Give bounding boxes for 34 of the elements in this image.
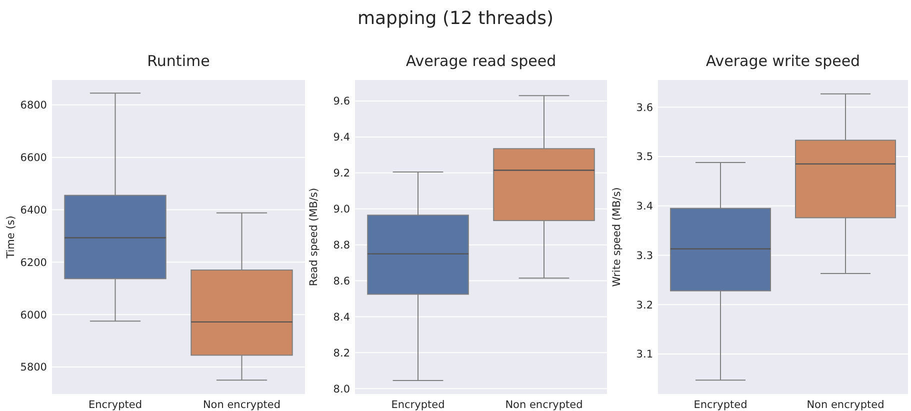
y-tick-label: 8.6 bbox=[333, 275, 350, 288]
y-tick-label: 6400 bbox=[20, 204, 47, 216]
y-tick-label: 3.2 bbox=[636, 299, 653, 312]
y-tick-label: 8.4 bbox=[333, 311, 350, 324]
x-tick-label: Non encrypted bbox=[505, 399, 583, 411]
y-tick-label: 3.3 bbox=[636, 250, 653, 262]
x-tick-label: Encrypted bbox=[694, 399, 748, 411]
y-tick-label: 9.6 bbox=[333, 96, 350, 108]
chart-title: Average read speed bbox=[406, 52, 556, 70]
text: mapping (12 threads) bbox=[357, 8, 554, 29]
y-tick-label: 8.2 bbox=[333, 347, 350, 360]
y-tick-label: 9.0 bbox=[333, 204, 350, 216]
x-tick-label: Encrypted bbox=[88, 399, 142, 411]
y-axis-title: Write speed (MB/s) bbox=[611, 187, 623, 287]
y-tick-label: 8.8 bbox=[333, 239, 350, 252]
y-tick-label: 3.4 bbox=[636, 200, 654, 213]
y-tick-label: 9.2 bbox=[333, 168, 350, 180]
x-tick-label: Non encrypted bbox=[202, 399, 281, 411]
y-tick-label: 3.1 bbox=[636, 348, 653, 361]
y-tick-label: 6800 bbox=[20, 100, 47, 112]
y-tick-label: 9.4 bbox=[333, 132, 350, 144]
y-axis-title: Time (s) bbox=[5, 216, 17, 260]
y-tick-label: 3.6 bbox=[636, 102, 654, 114]
x-tick-label: Non encrypted bbox=[806, 399, 884, 411]
y-tick-label: 3.5 bbox=[636, 151, 653, 164]
y-tick-label: 6600 bbox=[20, 152, 47, 164]
y-tick-label: 6000 bbox=[20, 309, 47, 322]
x-tick-label: Encrypted bbox=[391, 399, 445, 411]
y-tick-label: 5800 bbox=[20, 362, 47, 374]
chart-title: Average write speed bbox=[706, 52, 860, 70]
y-tick-label: 8.0 bbox=[333, 383, 350, 396]
chart-title: Runtime bbox=[147, 52, 210, 70]
y-axis-title: Read speed (MB/s) bbox=[308, 188, 320, 286]
y-tick-label: 6200 bbox=[20, 256, 47, 269]
